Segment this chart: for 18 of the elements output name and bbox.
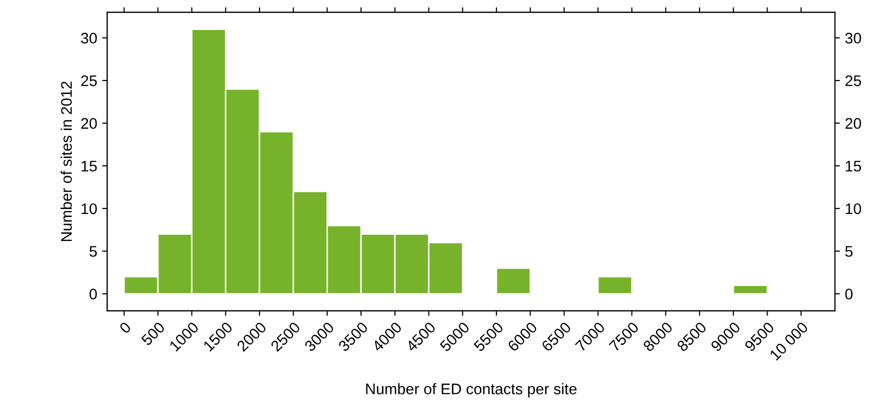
y2-tick-label: 10 — [846, 203, 862, 214]
y2-tick-label: 15 — [846, 160, 862, 172]
y-tick-label: 25 — [81, 75, 97, 86]
y-axis-title: Number of sites in 2012 — [60, 82, 72, 241]
x-axis-title: Number of ED contacts per site — [366, 383, 577, 398]
y-tick-label: 0 — [90, 288, 97, 300]
y-tick-label: 10 — [82, 203, 97, 214]
y2-tick-label: 30 — [845, 32, 862, 44]
y2-tick-label: 0 — [845, 288, 853, 300]
y-tick-label: 15 — [82, 160, 97, 172]
y2-tick-label: 25 — [845, 75, 862, 86]
y-tick-label: 20 — [81, 118, 97, 129]
y-tick-label: 30 — [81, 32, 97, 44]
x-tick-label: 500 — [140, 321, 166, 346]
y-tick-label: 5 — [90, 246, 97, 257]
x-tick-label: 0 — [118, 321, 132, 334]
y2-tick-label: 20 — [845, 118, 862, 129]
y2-tick-label: 5 — [845, 246, 853, 257]
